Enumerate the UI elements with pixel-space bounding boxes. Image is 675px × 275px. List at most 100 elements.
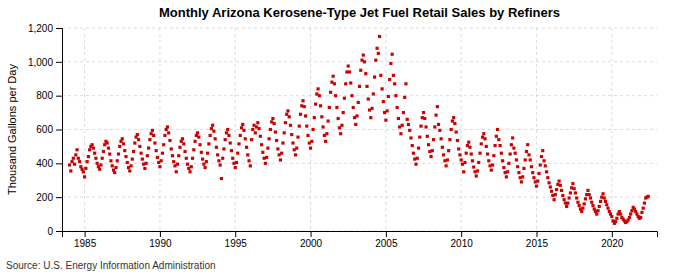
point [96,162,99,165]
point [455,130,458,133]
point [87,155,90,158]
point [68,163,71,166]
point [143,167,146,170]
point [363,60,366,63]
point [327,119,330,122]
point [344,82,347,85]
point [256,121,259,124]
points [68,35,650,225]
point [219,163,222,166]
point [492,154,495,157]
y-tick: 400 [36,158,62,169]
point [303,105,306,108]
point [200,151,203,154]
point [329,91,332,94]
point [275,139,278,142]
point [596,209,599,212]
point [500,152,503,155]
point [429,155,432,158]
y-axis-line [56,29,63,232]
point [137,138,140,141]
y-tick-label: 800 [36,90,53,101]
point [299,113,302,116]
point [365,85,368,88]
point [446,158,449,161]
x-grid-line [84,28,85,231]
point [296,136,299,139]
point [212,130,215,133]
point [352,106,355,109]
point [283,131,286,134]
point [121,137,124,140]
point [422,111,425,114]
point [264,162,267,165]
point [448,138,451,141]
point [541,149,544,152]
point [215,146,218,149]
point [566,202,569,205]
x-tick-label: 2010 [451,238,474,249]
point [148,138,151,141]
y-tick: 600 [36,124,62,135]
point [284,121,287,124]
point [605,203,608,206]
point [131,158,134,161]
x-tick-label: 1985 [74,238,97,249]
point [160,159,163,162]
point [92,147,95,150]
point [260,143,263,146]
point [527,153,530,156]
point [399,132,402,135]
point [411,144,414,147]
point [445,164,448,167]
point [544,164,547,167]
point [384,119,387,122]
point [74,153,77,156]
point [239,134,242,137]
point [271,117,274,120]
point [261,151,264,154]
point [403,96,406,99]
point [424,125,427,128]
point [619,213,622,216]
point [591,204,594,207]
point [354,123,357,126]
point [291,141,294,144]
point [118,145,121,148]
y-tick-mark [56,130,62,131]
point [483,137,486,140]
point [387,95,390,98]
point [294,153,297,156]
point [568,196,571,199]
point [269,128,272,131]
point [332,75,335,78]
point [610,215,613,218]
point [88,148,91,151]
point [224,138,227,141]
y-tick-label: 200 [36,192,53,203]
annotation: Source: U.S. Energy Information Administ… [6,260,216,271]
point [301,99,304,102]
point [316,87,319,90]
point [116,159,119,162]
point [490,169,493,172]
point [517,171,520,174]
point [151,129,154,132]
y-tick-mark [56,28,62,29]
point [129,164,132,167]
point [601,192,604,195]
point [347,64,350,67]
point [337,117,340,120]
point [536,180,539,183]
point [281,141,284,144]
point [558,180,561,183]
point [394,94,397,97]
point [314,103,317,106]
point [214,137,217,140]
point [295,147,298,150]
point [288,115,291,118]
point [453,122,456,125]
point [358,85,361,88]
point [510,143,513,146]
point [343,97,346,100]
